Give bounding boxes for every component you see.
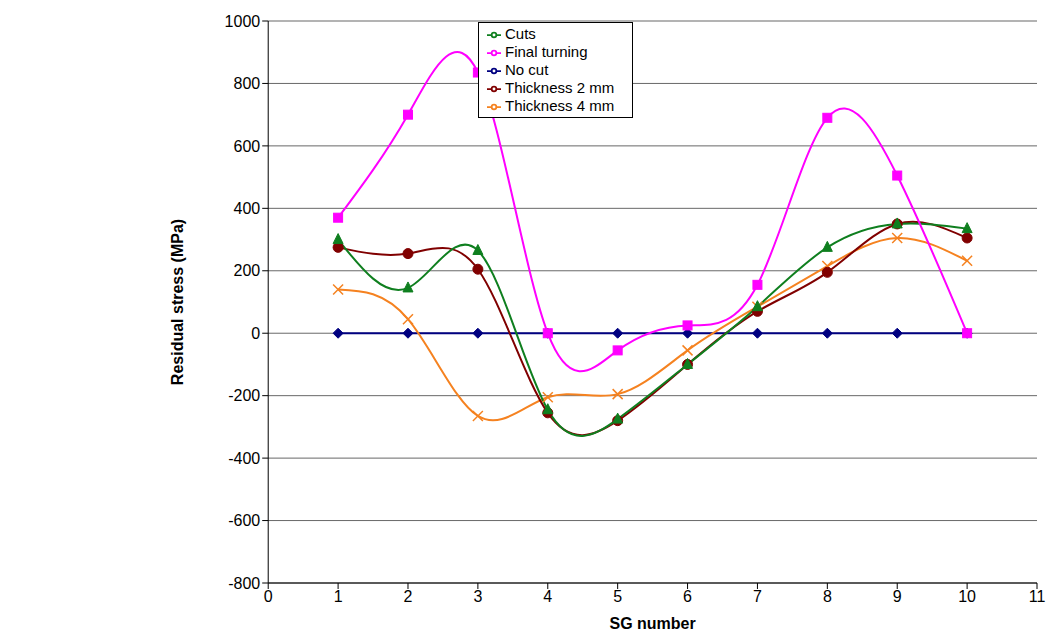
svg-text:8: 8: [823, 588, 832, 605]
svg-text:800: 800: [234, 75, 261, 92]
svg-text:200: 200: [234, 262, 261, 279]
html-text:Final turning: Final turning: [505, 43, 588, 60]
svg-text:1000: 1000: [225, 13, 261, 30]
svg-text:-800: -800: [228, 575, 260, 592]
svg-text:2: 2: [404, 588, 413, 605]
svg-text:-400: -400: [228, 450, 260, 467]
svg-text:1: 1: [334, 588, 343, 605]
svg-text:4: 4: [543, 588, 552, 605]
svg-text:7: 7: [753, 588, 762, 605]
svg-text:0: 0: [264, 588, 273, 605]
svg-text:600: 600: [234, 138, 261, 155]
html-text:Thickness 4 mm: Thickness 4 mm: [505, 97, 615, 114]
svg-text:11: 11: [1029, 588, 1046, 605]
svg-text:SG number: SG number: [609, 615, 695, 632]
svg-text:6: 6: [683, 588, 692, 605]
svg-text:0: 0: [251, 325, 260, 342]
svg-text:9: 9: [893, 588, 902, 605]
html-text:Cuts: Cuts: [505, 25, 536, 42]
svg-text:-200: -200: [228, 387, 260, 404]
html-text:Thickness 2 mm: Thickness 2 mm: [505, 79, 615, 96]
svg-text:3: 3: [473, 588, 482, 605]
svg-text:5: 5: [613, 588, 622, 605]
svg-text:400: 400: [234, 200, 261, 217]
svg-text:-600: -600: [228, 512, 260, 529]
svg-text:10: 10: [958, 588, 976, 605]
svg-text:Residual stress (MPa): Residual stress (MPa): [169, 219, 186, 385]
html-text:No cut: No cut: [505, 61, 549, 78]
